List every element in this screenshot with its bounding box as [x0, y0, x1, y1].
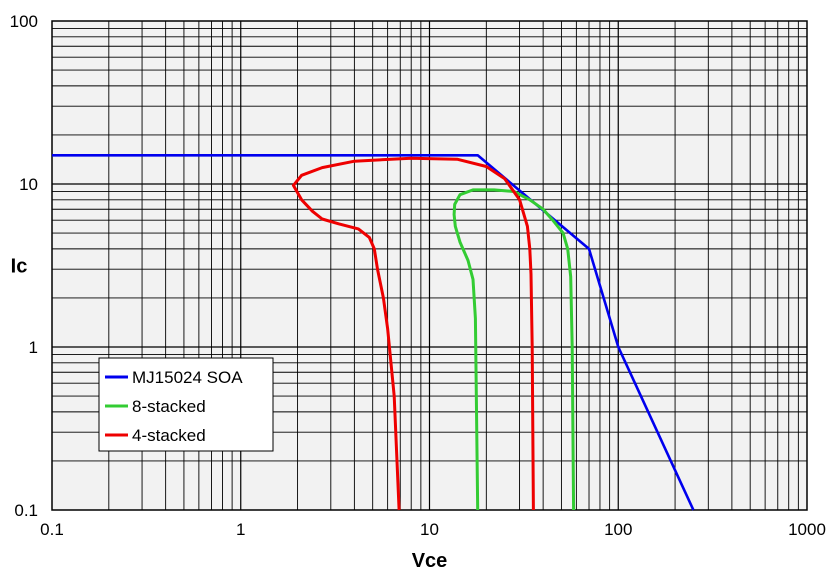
x-tick-label: 100: [604, 520, 632, 539]
y-tick-label: 10: [19, 175, 38, 194]
series-layer: [52, 154, 695, 511]
legend-label: 4-stacked: [132, 426, 206, 445]
legend-label: 8-stacked: [132, 397, 206, 416]
series-line-2: [452, 188, 576, 511]
series-line-3: [291, 156, 535, 511]
x-tick-label: 10: [420, 520, 439, 539]
x-tick-label: 1000: [788, 520, 826, 539]
tick-labels: 0.1 1 10 100 1000 0.1 1 10 100: [10, 12, 826, 539]
x-axis-title: Vce: [412, 550, 448, 572]
x-tick-label: 0.1: [40, 520, 64, 539]
x-tick-label: 1: [236, 520, 245, 539]
plot-border: [51, 20, 808, 511]
y-tick-label: 0.1: [14, 501, 38, 520]
legend-label: MJ15024 SOA: [132, 368, 243, 387]
y-tick-label: 1: [29, 338, 38, 357]
y-tick-label: 100: [10, 12, 38, 31]
y-axis-title: Ic: [11, 256, 28, 278]
legend: MJ15024 SOA 8-stacked 4-stacked: [98, 357, 274, 452]
series-line-1: [52, 154, 695, 511]
